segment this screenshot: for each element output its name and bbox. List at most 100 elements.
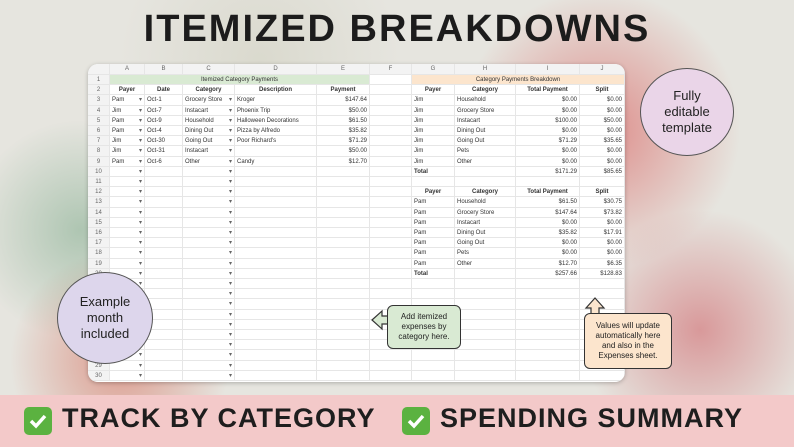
cell <box>317 197 370 208</box>
check-icon <box>24 407 52 435</box>
cell: Jim <box>412 115 455 126</box>
cell <box>317 289 370 300</box>
cell <box>110 370 145 381</box>
cell <box>516 340 580 351</box>
cell <box>370 126 412 137</box>
cell <box>317 166 370 177</box>
cell: $85.65 <box>580 166 625 177</box>
cell: $147.64 <box>516 207 580 218</box>
cell: H <box>455 64 516 75</box>
cell <box>370 289 412 300</box>
cell <box>370 85 412 96</box>
cell: Payer <box>412 187 455 198</box>
cell <box>235 238 317 249</box>
cell: Household <box>455 95 516 106</box>
cell: $17.91 <box>580 228 625 239</box>
arrow-up <box>584 297 606 315</box>
cell: I <box>516 64 580 75</box>
cell: Total Payment <box>516 187 580 198</box>
cell <box>455 289 516 300</box>
cell <box>317 248 370 259</box>
cell: Pets <box>455 248 516 259</box>
cell <box>455 177 516 188</box>
cell <box>370 228 412 239</box>
cell: $100.00 <box>516 115 580 126</box>
cell: Other <box>455 258 516 269</box>
cell: Other <box>183 156 235 167</box>
cell: Jim <box>412 156 455 167</box>
cell: Pam <box>110 156 145 167</box>
cell <box>370 115 412 126</box>
cell: A <box>110 64 145 75</box>
cell: Jim <box>412 95 455 106</box>
cell: $50.00 <box>317 146 370 157</box>
cell <box>455 330 516 341</box>
cell <box>235 146 317 157</box>
cell <box>455 360 516 371</box>
cell <box>516 330 580 341</box>
cell <box>455 350 516 361</box>
cell: $35.65 <box>580 136 625 147</box>
cell: Kroger <box>235 95 317 106</box>
cell <box>317 340 370 351</box>
cell: $147.64 <box>317 95 370 106</box>
cell: Other <box>455 156 516 167</box>
cell <box>370 187 412 198</box>
cell: Total Payment <box>516 85 580 96</box>
cell <box>455 268 516 279</box>
cell: G <box>412 64 455 75</box>
cell <box>516 360 580 371</box>
cell <box>370 156 412 167</box>
cell <box>516 299 580 310</box>
cell: Instacart <box>455 115 516 126</box>
cell: $0.00 <box>580 105 625 116</box>
cell <box>370 207 412 218</box>
cell <box>455 166 516 177</box>
cell: $50.00 <box>317 105 370 116</box>
cell <box>580 370 625 381</box>
cell: 18 <box>88 248 110 259</box>
cell <box>317 309 370 320</box>
cell: Pam <box>412 238 455 249</box>
cell: $0.00 <box>516 238 580 249</box>
cell <box>317 187 370 198</box>
cell: Pam <box>412 207 455 218</box>
cell: Category <box>455 187 516 198</box>
cell <box>235 330 317 341</box>
cell <box>235 279 317 290</box>
cell: 16 <box>88 228 110 239</box>
cell: $50.00 <box>580 115 625 126</box>
cell: 13 <box>88 197 110 208</box>
cell <box>370 177 412 188</box>
check-icon <box>402 407 430 435</box>
badge: Example month included <box>57 272 153 364</box>
cell: Pam <box>412 197 455 208</box>
cell: $6.35 <box>580 258 625 269</box>
cell: J <box>580 64 625 75</box>
title: ITEMIZED BREAKDOWNS <box>143 8 651 50</box>
cell: 29 <box>88 360 110 371</box>
cell: Pets <box>455 146 516 157</box>
cell: $128.83 <box>580 268 625 279</box>
cell: F <box>370 64 412 75</box>
callout: Add itemized expenses by category here. <box>387 305 461 349</box>
cell: Going Out <box>455 136 516 147</box>
cell <box>370 217 412 228</box>
cell: Payment <box>317 85 370 96</box>
cell <box>455 319 516 330</box>
cell <box>412 279 455 290</box>
cell <box>235 309 317 320</box>
cell: 19 <box>88 258 110 269</box>
cell <box>516 350 580 361</box>
cell <box>412 360 455 371</box>
cell <box>88 64 110 75</box>
cell: Total <box>412 166 455 177</box>
cell <box>317 299 370 310</box>
cell <box>235 217 317 228</box>
cell: $0.00 <box>580 217 625 228</box>
cell: $71.29 <box>516 136 580 147</box>
cell <box>235 228 317 239</box>
cell <box>317 238 370 249</box>
cell: $0.00 <box>516 217 580 228</box>
footer-text: TRACK BY CATEGORY <box>62 403 376 433</box>
